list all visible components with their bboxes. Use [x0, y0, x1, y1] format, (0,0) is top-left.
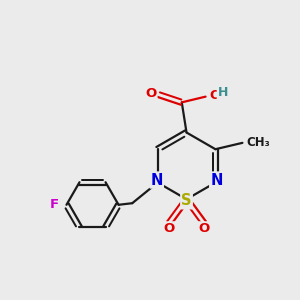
Text: O: O: [164, 222, 175, 235]
Text: F: F: [50, 198, 58, 211]
Text: O: O: [209, 88, 221, 101]
Text: S: S: [181, 193, 192, 208]
Text: O: O: [145, 87, 157, 100]
Text: CH₃: CH₃: [246, 136, 270, 149]
Text: O: O: [198, 222, 210, 235]
Text: N: N: [151, 172, 163, 188]
Text: N: N: [210, 172, 223, 188]
Text: H: H: [218, 86, 228, 99]
